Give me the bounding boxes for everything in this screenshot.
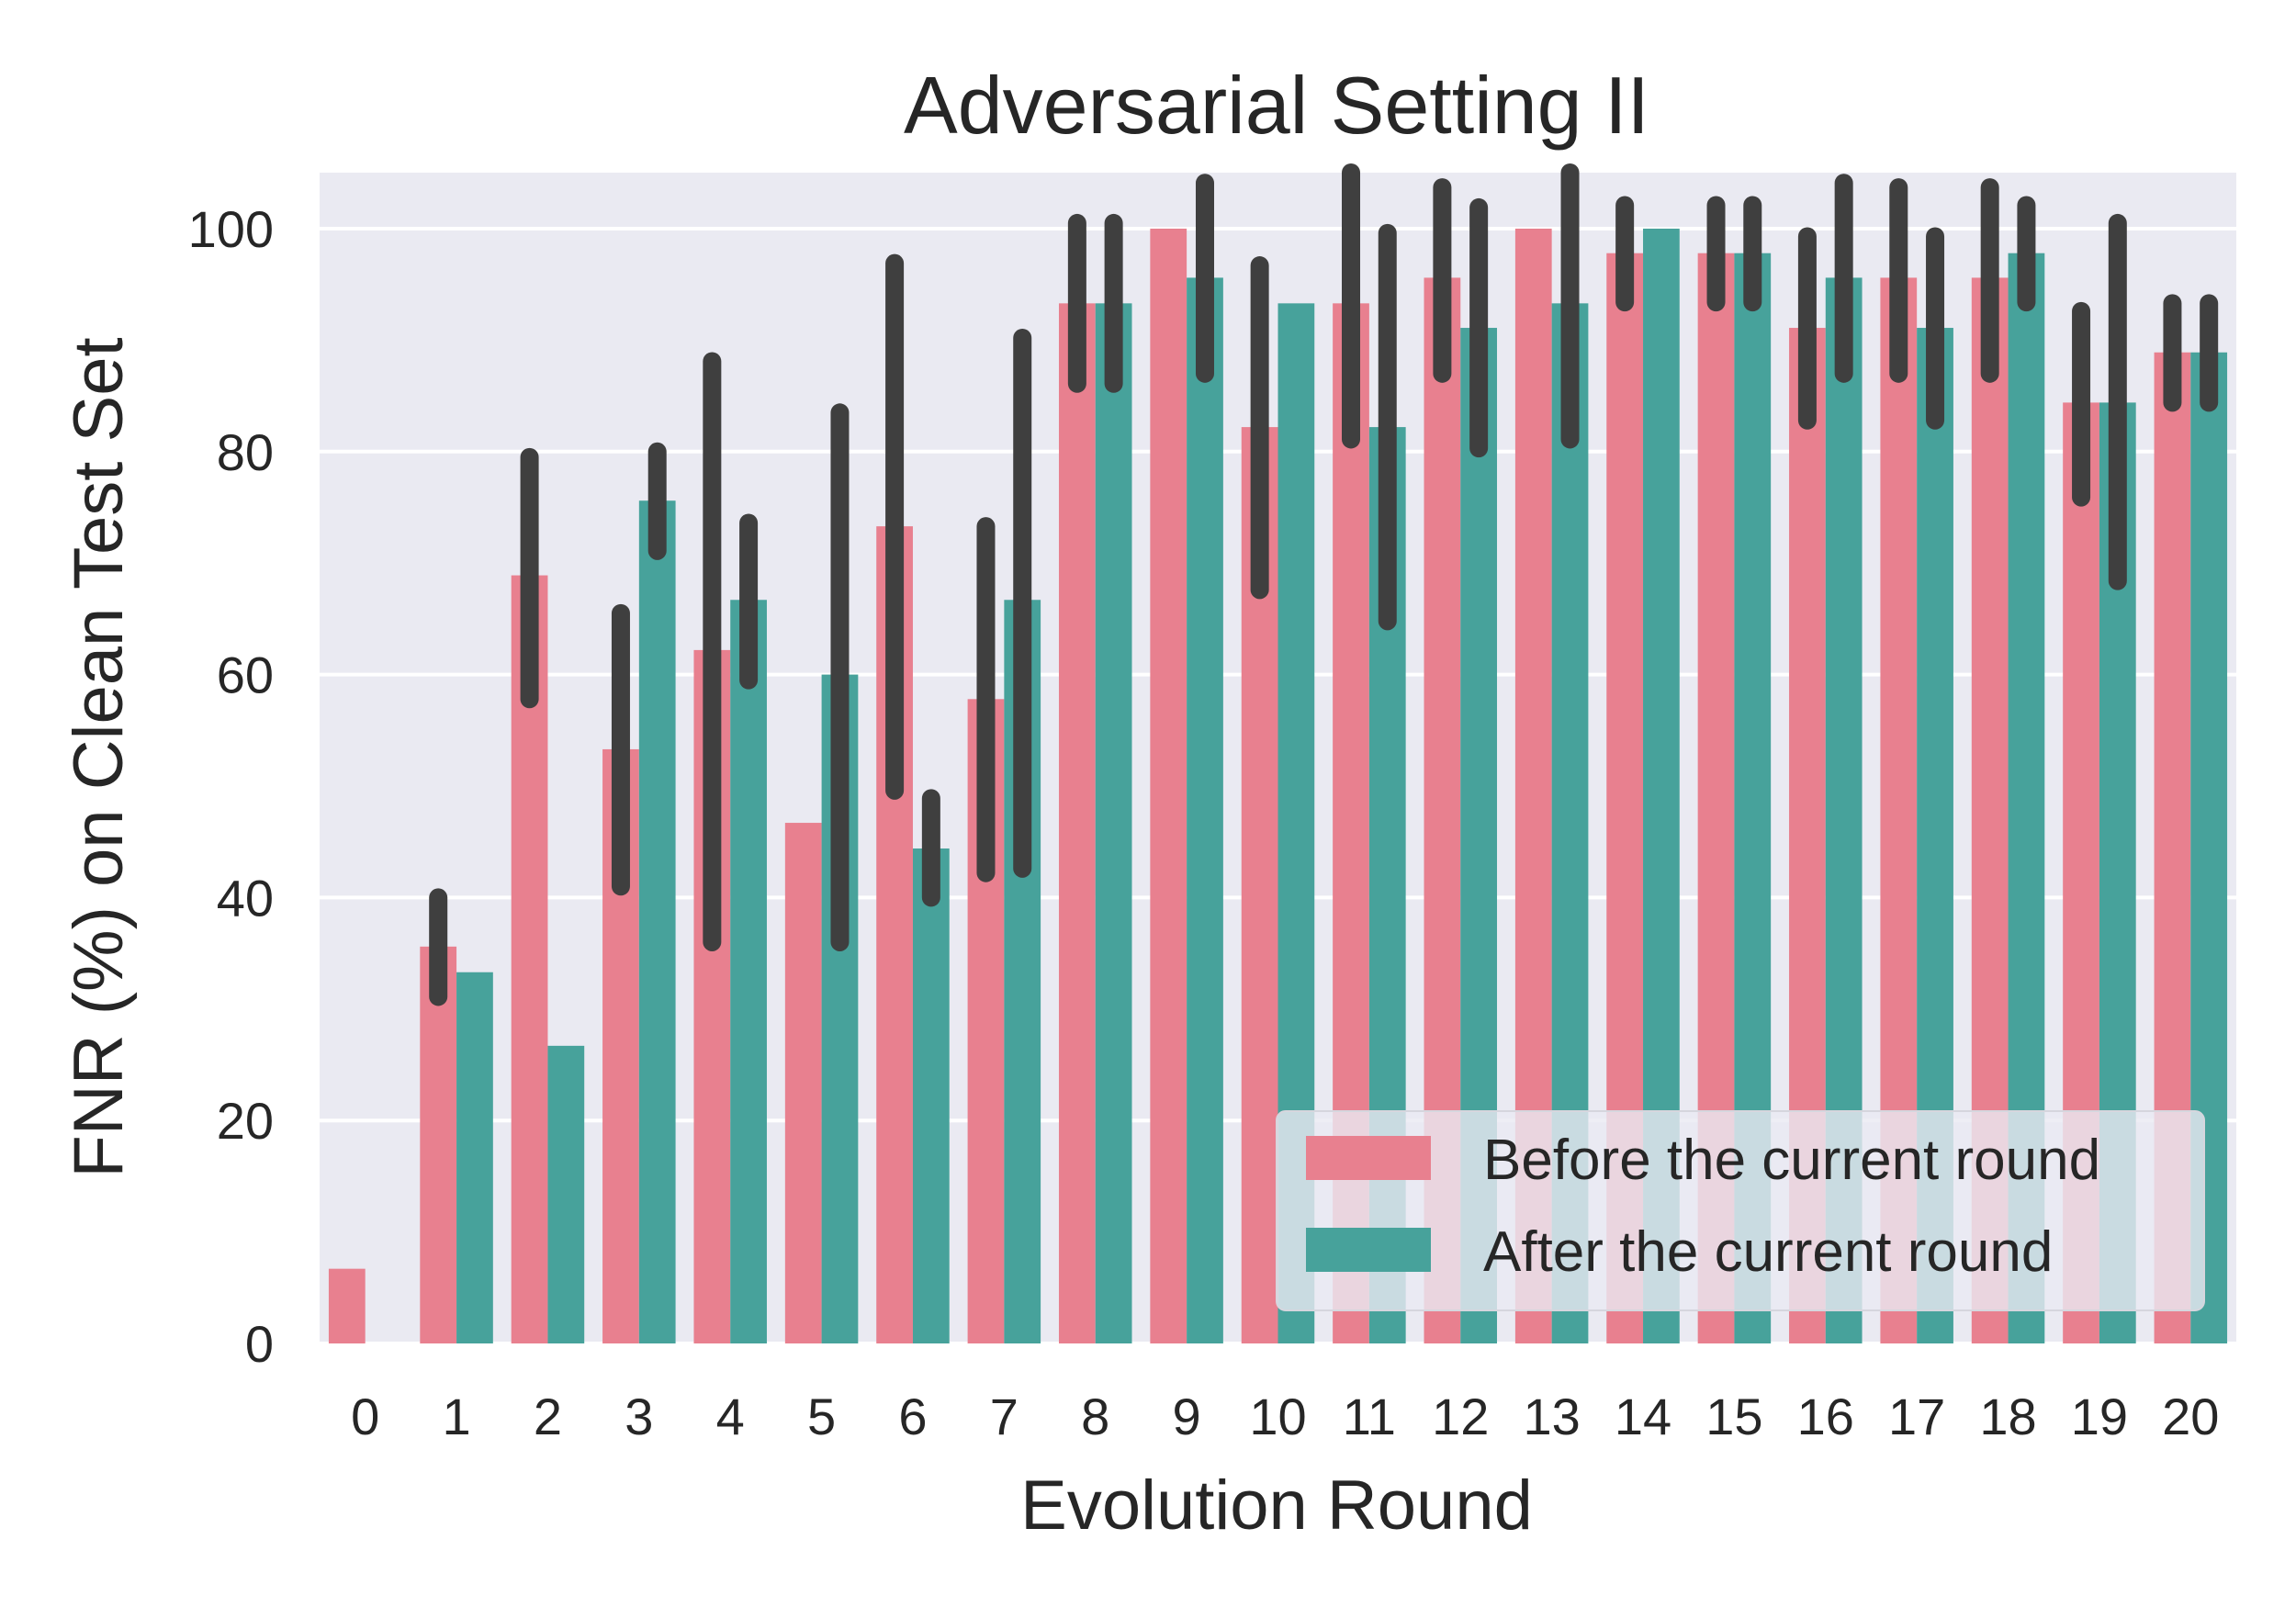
bar-after-9 [1187,277,1223,1343]
x-tick-3: 3 [625,1388,653,1445]
x-tick-14: 14 [1615,1388,1671,1445]
bar-after-6 [912,848,950,1343]
bar-before-5 [784,823,822,1343]
bars [328,229,2228,1343]
x-tick-7: 7 [990,1388,1019,1445]
x-tick-8: 8 [1081,1388,1109,1445]
x-tick-17: 17 [1888,1388,1945,1445]
bar-before-1 [420,946,457,1343]
x-tick-13: 13 [1523,1388,1580,1445]
y-tick-60: 60 [217,646,274,704]
x-tick-labels: 0 1 2 3 4 5 6 7 8 9 10 11 12 13 14 15 16 17 18 19 20 [351,1388,2219,1445]
x-tick-6: 6 [898,1388,927,1445]
legend-label-after: After the current round [1483,1220,2053,1284]
x-axis-label: Evolution Round [1020,1467,1533,1545]
y-tick-100: 100 [188,200,274,258]
y-tick-labels: 0 20 40 60 80 100 [188,200,274,1373]
x-tick-5: 5 [807,1388,836,1445]
x-tick-12: 12 [1432,1388,1489,1445]
x-tick-15: 15 [1705,1388,1762,1445]
x-tick-18: 18 [1979,1388,2036,1445]
y-tick-0: 0 [245,1315,274,1373]
x-tick-20: 20 [2162,1388,2219,1445]
x-tick-10: 10 [1249,1388,1306,1445]
bar-after-4 [730,600,767,1343]
x-tick-9: 9 [1173,1388,1201,1445]
x-tick-1: 1 [442,1388,470,1445]
bar-after-3 [638,500,676,1343]
bar-before-9 [1150,229,1187,1343]
x-tick-16: 16 [1797,1388,1854,1445]
x-tick-19: 19 [2071,1388,2128,1445]
bar-after-8 [1095,303,1132,1343]
bar-before-8 [1058,303,1096,1343]
bar-after-2 [547,1045,585,1343]
legend-box [1276,1110,2205,1311]
x-tick-2: 2 [534,1388,562,1445]
x-tick-4: 4 [716,1388,745,1445]
chart-title: Adversarial Setting II [904,60,1649,151]
legend-swatch-after [1306,1228,1431,1272]
x-tick-11: 11 [1343,1388,1396,1445]
bar-after-1 [456,972,493,1343]
error-bars [429,163,2219,1006]
legend-label-before: Before the current round [1483,1129,2100,1192]
y-tick-40: 40 [217,869,274,927]
x-tick-0: 0 [351,1388,379,1445]
y-axis-label: FNR (%) on Clean Test Set [60,337,138,1177]
bar-before-0 [328,1268,366,1343]
y-tick-20: 20 [217,1092,274,1150]
legend-swatch-before [1306,1136,1431,1180]
y-tick-80: 80 [217,423,274,481]
legend: Before the current round After the curre… [1276,1110,2205,1311]
